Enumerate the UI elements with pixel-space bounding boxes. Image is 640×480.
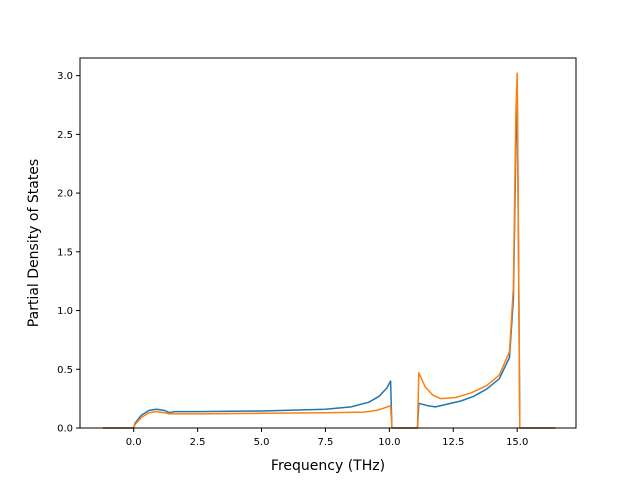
x-tick-label: 2.5 (190, 437, 206, 448)
x-axis-title: Frequency (THz) (271, 458, 385, 474)
plot-area-frame (79, 57, 577, 429)
y-tick-label: 1.5 (57, 247, 73, 258)
y-tick-label: 1.0 (57, 306, 73, 317)
y-tick-label: 3.0 (57, 71, 73, 82)
y-tick-label: 2.5 (57, 130, 73, 141)
y-tick-label: 2.0 (57, 189, 73, 200)
x-tick-label: 15.0 (506, 437, 528, 448)
series-line-1 (103, 86, 556, 429)
x-tick-label: 7.5 (317, 437, 333, 448)
x-tick-label: 0.0 (126, 437, 142, 448)
ticks-layer: 0.0 2.5 5.0 7.5 10.0 12.5 15.0 0.0 0.5 1.0 1.5 2.0 2… (57, 71, 528, 448)
x-tick-label: 5.0 (254, 437, 270, 448)
y-tick-label: 0.5 (57, 365, 73, 376)
x-tick-label: 12.5 (442, 437, 464, 448)
series-layer (103, 72, 556, 429)
y-axis-title: Partial Density of States (26, 159, 42, 327)
x-tick-label: 10.0 (378, 437, 400, 448)
y-tick-label: 0.0 (57, 424, 73, 435)
series-line-2 (103, 72, 556, 429)
